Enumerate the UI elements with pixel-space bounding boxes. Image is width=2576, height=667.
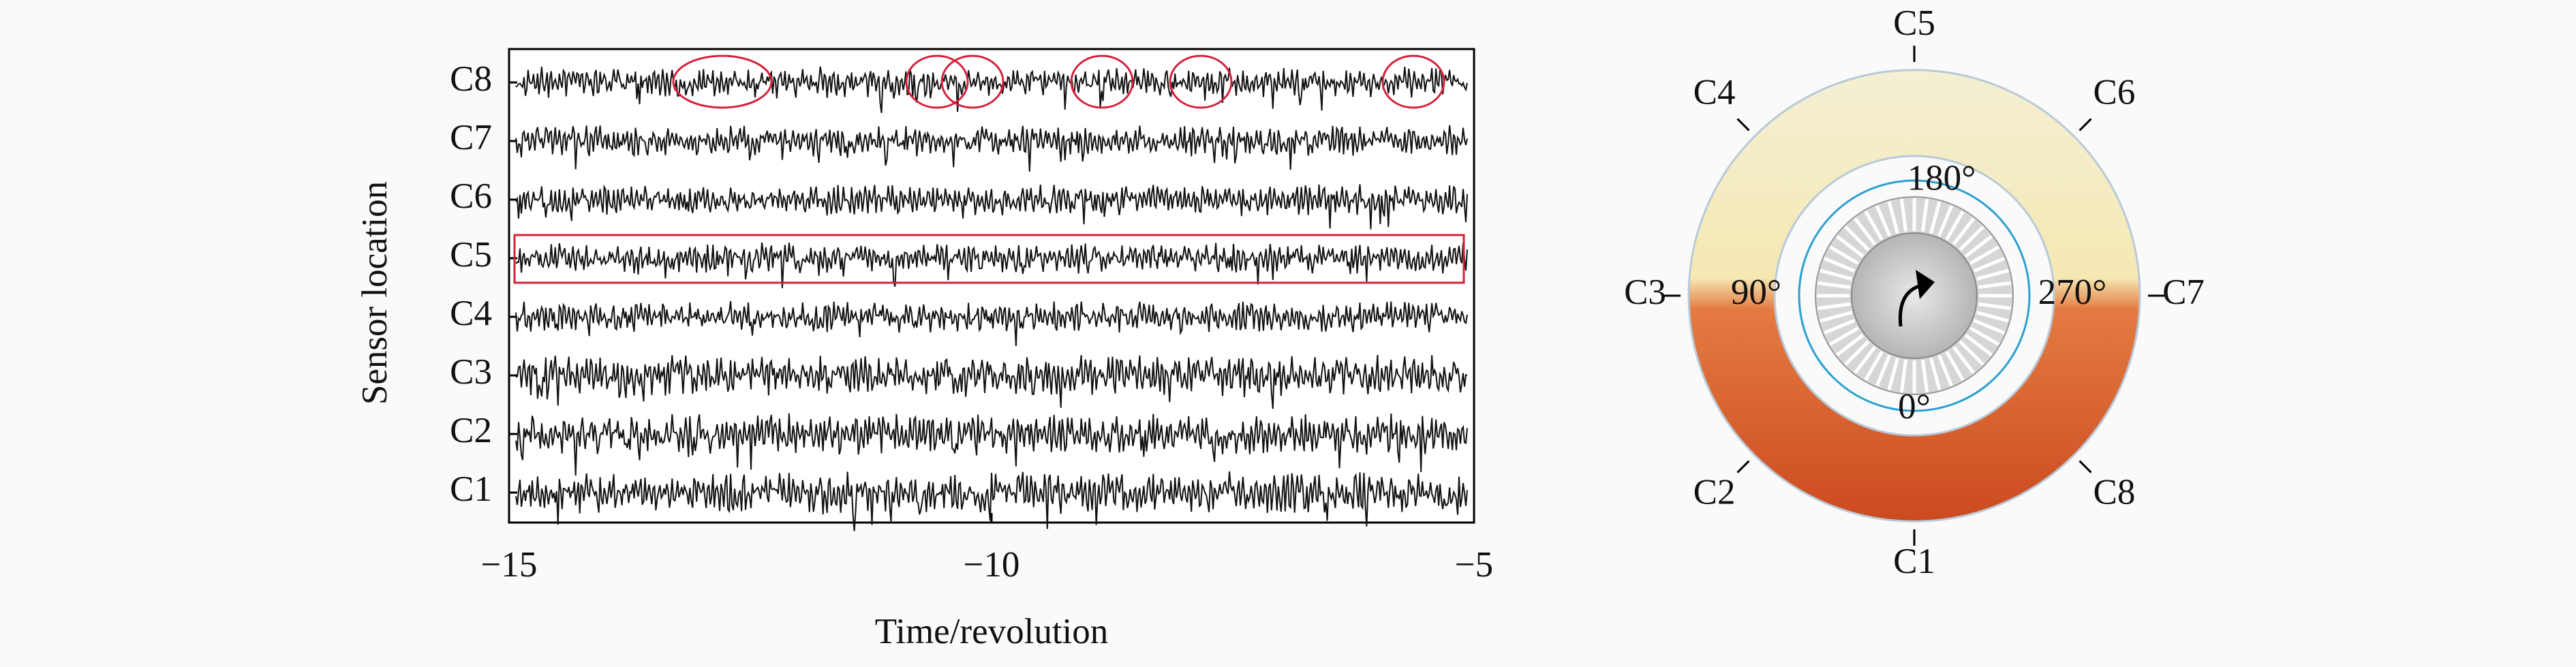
blade: [1887, 201, 1899, 234]
angle-label: 180°: [1907, 159, 1976, 198]
y-tick-label: C6: [450, 176, 492, 216]
blade: [1875, 354, 1891, 387]
sensor-label: C5: [1893, 3, 1935, 43]
highlight-ellipse: [1169, 55, 1233, 109]
blade: [1817, 302, 1851, 311]
ring: [1687, 69, 2141, 523]
blade: [1864, 351, 1884, 382]
sensor-label: C1: [1893, 542, 1935, 581]
signal-trace: [515, 354, 1468, 409]
sensor-label: C4: [1693, 73, 1736, 112]
highlight-ellipse: [940, 55, 1005, 109]
blade: [1828, 245, 1859, 265]
blade: [1920, 359, 1929, 393]
blade: [1864, 210, 1884, 241]
y-axis-label: Sensor location: [355, 181, 395, 405]
blade: [1853, 217, 1877, 246]
x-tick-label: −5: [1455, 545, 1493, 585]
sensor-tick: [2079, 460, 2092, 474]
blade: [1899, 198, 1908, 232]
blade: [1853, 345, 1877, 374]
signal-trace: [515, 242, 1468, 289]
signal-trace: [515, 125, 1468, 172]
hub: [1851, 232, 1978, 359]
blade: [1973, 319, 2006, 335]
blade: [1978, 281, 2012, 290]
highlight-ellipse: [1070, 55, 1134, 109]
blade: [1823, 256, 1856, 273]
blade: [1937, 354, 1954, 387]
blade: [1817, 281, 1851, 290]
arrow-head: [1916, 270, 1935, 299]
blade: [1964, 234, 1993, 258]
blade: [1875, 204, 1891, 237]
highlight-ellipse: [1381, 55, 1445, 109]
sensor-tick: [1736, 118, 1750, 131]
y-tick-label: C4: [450, 294, 492, 333]
y-tick-label: C1: [450, 469, 492, 509]
sensor-label: C6: [2094, 73, 2136, 112]
blade: [1959, 226, 1984, 251]
highlight-ellipse: [905, 55, 969, 109]
blade: [1973, 256, 2006, 273]
sensor-tick: [2079, 118, 2092, 131]
signal-trace: [515, 471, 1468, 531]
blade: [1844, 340, 1870, 366]
x-axis-label: Time/revolution: [875, 612, 1109, 651]
blade: [1952, 217, 1976, 246]
blade: [1929, 358, 1942, 390]
angle-label: 90°: [1731, 273, 1781, 312]
sensor-tick: [1736, 460, 1750, 474]
blade: [1964, 333, 1993, 357]
blade: [1978, 302, 2012, 311]
signal-trace: [515, 184, 1468, 230]
blade: [1828, 326, 1859, 346]
blade: [1976, 311, 2009, 323]
blade: [1820, 268, 1852, 281]
blade: [1937, 204, 1954, 237]
blade: [1969, 326, 2000, 346]
highlight-box: [513, 234, 1465, 284]
y-tick-label: C7: [450, 118, 492, 157]
rotation-arrow: [1898, 283, 1922, 327]
casing: [1798, 179, 2031, 412]
plot-frame: [508, 48, 1475, 524]
y-tick-label: C3: [450, 352, 492, 392]
highlight-ellipse: [672, 55, 773, 109]
blade: [1844, 226, 1870, 251]
blade: [1823, 319, 1856, 335]
x-tick-label: −15: [481, 545, 538, 585]
blade: [1959, 340, 1984, 366]
blade: [1836, 234, 1865, 258]
sensor-diagram: C1 C2 C3 C4 C5 C6 C7 C8 0° 90° 180° 270°: [1624, 3, 2205, 581]
angle-label: 0°: [1898, 387, 1931, 426]
sensor-label: C7: [2162, 273, 2205, 312]
blade: [1969, 245, 2000, 265]
blade: [1920, 198, 1929, 232]
signal-trace: [515, 413, 1468, 476]
y-tick-label: C5: [450, 235, 492, 275]
blade: [1899, 359, 1908, 393]
sensor-label: C3: [1624, 273, 1666, 312]
blade: [1820, 311, 1852, 323]
blade: [1945, 210, 1965, 241]
blade: [1929, 201, 1942, 234]
blade: [1945, 351, 1965, 382]
y-tick-label: C2: [450, 411, 492, 450]
blade: [1952, 345, 1976, 374]
x-tick-label: −10: [964, 545, 1020, 585]
blade: [1887, 358, 1899, 390]
traces: −15 −10 −5 C1 C2 C3 C4 C5 C6 C7 C8: [450, 55, 1493, 585]
sensor-label: C8: [2094, 473, 2136, 512]
blade: [1836, 333, 1865, 357]
blade: [1976, 268, 2009, 281]
y-tick-label: C8: [450, 59, 492, 99]
sensor-label: C2: [1693, 473, 1736, 512]
signal-trace: [515, 300, 1468, 346]
angle-label: 270°: [2038, 273, 2107, 312]
